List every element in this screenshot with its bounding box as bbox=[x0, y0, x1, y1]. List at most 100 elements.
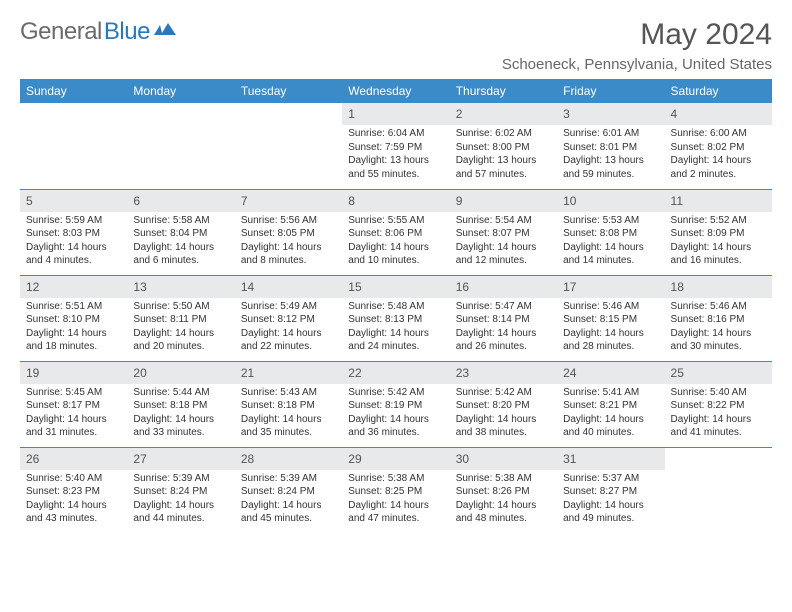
sunrise-line: Sunrise: 5:38 AM bbox=[456, 472, 551, 486]
sunset-line: Sunset: 8:18 PM bbox=[241, 399, 336, 413]
day-content: Sunrise: 5:38 AMSunset: 8:25 PMDaylight:… bbox=[342, 470, 449, 530]
day-number: 4 bbox=[665, 103, 772, 125]
day-content: Sunrise: 6:01 AMSunset: 8:01 PMDaylight:… bbox=[557, 125, 664, 185]
daylight-line: Daylight: 13 hours and 55 minutes. bbox=[348, 154, 443, 181]
day-number: 7 bbox=[235, 190, 342, 212]
sunrise-line: Sunrise: 5:59 AM bbox=[26, 214, 121, 228]
day-content: Sunrise: 5:42 AMSunset: 8:20 PMDaylight:… bbox=[450, 384, 557, 444]
day-number: 17 bbox=[557, 276, 664, 298]
calendar-cell: . bbox=[235, 103, 342, 189]
sunrise-line: Sunrise: 6:00 AM bbox=[671, 127, 766, 141]
day-number: 27 bbox=[127, 448, 234, 470]
daylight-line: Daylight: 14 hours and 8 minutes. bbox=[241, 241, 336, 268]
sunset-line: Sunset: 8:23 PM bbox=[26, 485, 121, 499]
calendar-row: 26Sunrise: 5:40 AMSunset: 8:23 PMDayligh… bbox=[20, 447, 772, 533]
day-content: Sunrise: 5:46 AMSunset: 8:16 PMDaylight:… bbox=[665, 298, 772, 358]
day-content: Sunrise: 5:46 AMSunset: 8:15 PMDaylight:… bbox=[557, 298, 664, 358]
sunrise-line: Sunrise: 5:53 AM bbox=[563, 214, 658, 228]
day-content: Sunrise: 5:58 AMSunset: 8:04 PMDaylight:… bbox=[127, 212, 234, 272]
sunset-line: Sunset: 8:14 PM bbox=[456, 313, 551, 327]
day-number: 19 bbox=[20, 362, 127, 384]
weekday-header: Monday bbox=[127, 79, 234, 103]
calendar-cell: 3Sunrise: 6:01 AMSunset: 8:01 PMDaylight… bbox=[557, 103, 664, 189]
sunrise-line: Sunrise: 5:47 AM bbox=[456, 300, 551, 314]
calendar-cell: 22Sunrise: 5:42 AMSunset: 8:19 PMDayligh… bbox=[342, 361, 449, 447]
sunset-line: Sunset: 8:01 PM bbox=[563, 141, 658, 155]
day-number: 18 bbox=[665, 276, 772, 298]
calendar-cell: 29Sunrise: 5:38 AMSunset: 8:25 PMDayligh… bbox=[342, 447, 449, 533]
day-number: 23 bbox=[450, 362, 557, 384]
day-content: Sunrise: 5:41 AMSunset: 8:21 PMDaylight:… bbox=[557, 384, 664, 444]
day-number: 29 bbox=[342, 448, 449, 470]
weekday-header: Wednesday bbox=[342, 79, 449, 103]
day-number: 25 bbox=[665, 362, 772, 384]
daylight-line: Daylight: 14 hours and 14 minutes. bbox=[563, 241, 658, 268]
calendar-cell: . bbox=[127, 103, 234, 189]
sunrise-line: Sunrise: 5:44 AM bbox=[133, 386, 228, 400]
sunset-line: Sunset: 8:27 PM bbox=[563, 485, 658, 499]
daylight-line: Daylight: 14 hours and 18 minutes. bbox=[26, 327, 121, 354]
calendar-row: ...1Sunrise: 6:04 AMSunset: 7:59 PMDayli… bbox=[20, 103, 772, 189]
sunrise-line: Sunrise: 5:55 AM bbox=[348, 214, 443, 228]
sunrise-line: Sunrise: 5:45 AM bbox=[26, 386, 121, 400]
daylight-line: Daylight: 14 hours and 33 minutes. bbox=[133, 413, 228, 440]
sunset-line: Sunset: 8:24 PM bbox=[133, 485, 228, 499]
sunrise-line: Sunrise: 5:42 AM bbox=[456, 386, 551, 400]
brand-logo: GeneralBlue bbox=[20, 18, 176, 46]
title-block: May 2024 Schoeneck, Pennsylvania, United… bbox=[502, 18, 772, 73]
sunrise-line: Sunrise: 5:42 AM bbox=[348, 386, 443, 400]
sunset-line: Sunset: 8:16 PM bbox=[671, 313, 766, 327]
daylight-line: Daylight: 14 hours and 26 minutes. bbox=[456, 327, 551, 354]
calendar-cell: 13Sunrise: 5:50 AMSunset: 8:11 PMDayligh… bbox=[127, 275, 234, 361]
daylight-line: Daylight: 13 hours and 57 minutes. bbox=[456, 154, 551, 181]
day-content: Sunrise: 5:43 AMSunset: 8:18 PMDaylight:… bbox=[235, 384, 342, 444]
day-number: 5 bbox=[20, 190, 127, 212]
weekday-header: Thursday bbox=[450, 79, 557, 103]
daylight-line: Daylight: 14 hours and 24 minutes. bbox=[348, 327, 443, 354]
daylight-line: Daylight: 14 hours and 43 minutes. bbox=[26, 499, 121, 526]
calendar-row: 19Sunrise: 5:45 AMSunset: 8:17 PMDayligh… bbox=[20, 361, 772, 447]
day-number: 3 bbox=[557, 103, 664, 125]
day-content: Sunrise: 5:59 AMSunset: 8:03 PMDaylight:… bbox=[20, 212, 127, 272]
sunrise-line: Sunrise: 5:50 AM bbox=[133, 300, 228, 314]
sunrise-line: Sunrise: 5:51 AM bbox=[26, 300, 121, 314]
sunrise-line: Sunrise: 5:56 AM bbox=[241, 214, 336, 228]
day-number: 26 bbox=[20, 448, 127, 470]
day-number: 15 bbox=[342, 276, 449, 298]
daylight-line: Daylight: 14 hours and 16 minutes. bbox=[671, 241, 766, 268]
day-content: Sunrise: 5:51 AMSunset: 8:10 PMDaylight:… bbox=[20, 298, 127, 358]
daylight-line: Daylight: 14 hours and 41 minutes. bbox=[671, 413, 766, 440]
page-header: GeneralBlue May 2024 Schoeneck, Pennsylv… bbox=[20, 18, 772, 73]
sunrise-line: Sunrise: 5:58 AM bbox=[133, 214, 228, 228]
sunset-line: Sunset: 8:10 PM bbox=[26, 313, 121, 327]
calendar-cell: 25Sunrise: 5:40 AMSunset: 8:22 PMDayligh… bbox=[665, 361, 772, 447]
sunset-line: Sunset: 8:19 PM bbox=[348, 399, 443, 413]
sunset-line: Sunset: 8:07 PM bbox=[456, 227, 551, 241]
weekday-header: Friday bbox=[557, 79, 664, 103]
daylight-line: Daylight: 14 hours and 30 minutes. bbox=[671, 327, 766, 354]
calendar-cell: 12Sunrise: 5:51 AMSunset: 8:10 PMDayligh… bbox=[20, 275, 127, 361]
calendar-cell: 31Sunrise: 5:37 AMSunset: 8:27 PMDayligh… bbox=[557, 447, 664, 533]
daylight-line: Daylight: 14 hours and 35 minutes. bbox=[241, 413, 336, 440]
calendar-cell: . bbox=[665, 447, 772, 533]
day-content: Sunrise: 5:40 AMSunset: 8:23 PMDaylight:… bbox=[20, 470, 127, 530]
sunrise-line: Sunrise: 5:37 AM bbox=[563, 472, 658, 486]
daylight-line: Daylight: 14 hours and 40 minutes. bbox=[563, 413, 658, 440]
day-number: 31 bbox=[557, 448, 664, 470]
daylight-line: Daylight: 13 hours and 59 minutes. bbox=[563, 154, 658, 181]
sunset-line: Sunset: 8:05 PM bbox=[241, 227, 336, 241]
sunrise-line: Sunrise: 6:02 AM bbox=[456, 127, 551, 141]
day-content: Sunrise: 5:50 AMSunset: 8:11 PMDaylight:… bbox=[127, 298, 234, 358]
sunrise-line: Sunrise: 5:54 AM bbox=[456, 214, 551, 228]
flag-icon bbox=[154, 21, 176, 44]
calendar-cell: 7 Sunrise: 5:56 AMSunset: 8:05 PMDaylight… bbox=[235, 189, 342, 275]
sunset-line: Sunset: 8:22 PM bbox=[671, 399, 766, 413]
calendar-cell: 21Sunrise: 5:43 AMSunset: 8:18 PMDayligh… bbox=[235, 361, 342, 447]
calendar-cell: 2Sunrise: 6:02 AMSunset: 8:00 PMDaylight… bbox=[450, 103, 557, 189]
calendar-table: SundayMondayTuesdayWednesdayThursdayFrid… bbox=[20, 79, 772, 533]
daylight-line: Daylight: 14 hours and 38 minutes. bbox=[456, 413, 551, 440]
day-content: Sunrise: 5:54 AMSunset: 8:07 PMDaylight:… bbox=[450, 212, 557, 272]
calendar-cell: 8Sunrise: 5:55 AMSunset: 8:06 PMDaylight… bbox=[342, 189, 449, 275]
day-content: Sunrise: 6:02 AMSunset: 8:00 PMDaylight:… bbox=[450, 125, 557, 185]
sunrise-line: Sunrise: 5:39 AM bbox=[241, 472, 336, 486]
